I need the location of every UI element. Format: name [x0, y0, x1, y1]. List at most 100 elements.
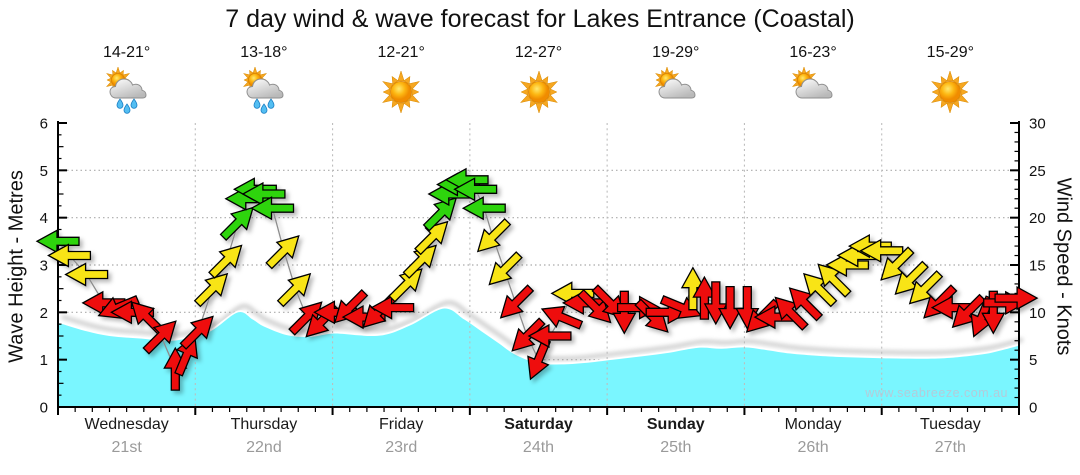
day-header-tuesday: 15-29°	[890, 44, 1010, 119]
day-name-label: Saturday	[504, 416, 573, 433]
wind-arrow-red	[774, 296, 809, 331]
wind-arrow-red	[718, 285, 743, 330]
wind-arrow-red	[179, 315, 214, 350]
left-axis-tick-label: 3	[40, 258, 48, 275]
axes	[57, 121, 1020, 415]
wind-arrow-red	[577, 289, 612, 324]
wind-arrow-yellow	[64, 262, 109, 287]
wind-arrow-yellow	[276, 272, 312, 308]
wind-arrow-yellow	[265, 234, 300, 270]
left-axis-tick-label: 5	[40, 163, 48, 180]
day-name-label: Wednesday	[84, 416, 169, 433]
wind-arrow-green	[453, 177, 498, 202]
left-axis-tick-label: 2	[40, 305, 48, 322]
wind-arrow-green	[35, 229, 80, 254]
wind-arrow-green	[461, 196, 506, 221]
wind-arrow-yellow	[47, 243, 92, 268]
right-axis-tick-label: 25	[1029, 163, 1046, 180]
wind-arrow-red	[659, 295, 703, 319]
day-header-sunday: 19-29°	[616, 44, 736, 119]
wind-arrow-yellow	[680, 266, 705, 311]
right-axis-title: Wind Speed - Knots	[1052, 177, 1075, 356]
temperature-range: 12-27°	[514, 44, 563, 61]
temperature-range: 15-29°	[926, 44, 974, 61]
wind-arrow-red	[81, 290, 126, 315]
wind-arrow-red	[788, 287, 824, 322]
wind-arrow-red	[951, 293, 987, 329]
right-axis-tick-label: 10	[1029, 305, 1046, 322]
left-axis-tick-label: 6	[40, 116, 48, 133]
wind-arrow-yellow	[193, 272, 229, 308]
wind-arrow-yellow	[388, 268, 423, 303]
day-date-label: 23rd	[385, 439, 418, 456]
right-axis-tick-label: 5	[1029, 352, 1037, 369]
day-date-label: 22nd	[246, 439, 282, 456]
temperature-range: 16-23°	[789, 44, 837, 61]
temperature-range: 14-21°	[102, 44, 151, 61]
wave-area	[58, 308, 1019, 407]
day-name-label: Tuesday	[919, 416, 981, 433]
weather-icon-sunny	[931, 70, 970, 114]
wind-arrow-yellow	[859, 238, 904, 263]
wind-arrow-yellow	[908, 270, 944, 305]
temperature-range: 13-18°	[240, 44, 288, 61]
right-axis-tick-label: 30	[1029, 116, 1046, 133]
day-name-label: Friday	[378, 416, 424, 433]
temperature-range: 19-29°	[652, 44, 700, 61]
watermark: www.seabreeze.com.au	[865, 386, 1008, 400]
wind-arrow-yellow	[488, 251, 523, 286]
left-axis-tick-label: 4	[40, 210, 48, 227]
wind-arrow-red	[981, 290, 1006, 335]
wind-arrow-yellow	[825, 252, 870, 278]
day-date-label: 27th	[934, 439, 966, 456]
wind-arrow-green	[250, 196, 295, 221]
wind-arrow-yellow	[402, 244, 438, 279]
day-header-monday: 16-23°	[753, 44, 873, 119]
left-axis-tick-label: 0	[40, 400, 48, 417]
wind-arrow-red	[174, 334, 199, 377]
wind-arrow-red	[527, 323, 572, 349]
wind-arrow-red	[370, 295, 415, 320]
day-date-label: 26th	[797, 439, 829, 456]
wind-arrow-red	[142, 320, 177, 355]
weather-icon-sun-showers	[242, 66, 284, 114]
left-axis-tick-label: 1	[40, 352, 48, 369]
day-header-wednesday: 14-21°	[67, 44, 187, 119]
weather-icon-partly-cloudy	[792, 66, 833, 99]
day-name-label: Sunday	[646, 416, 705, 433]
wind-arrow-yellow	[476, 218, 512, 253]
wind-arrow-yellow	[880, 246, 915, 281]
wind-arrow-red	[511, 317, 546, 352]
wind-arrow-green	[241, 181, 286, 207]
weather-icon-sunny	[519, 70, 558, 114]
wave-shadow	[61, 300, 1024, 361]
wind-arrow-yellow	[414, 220, 449, 256]
wind-arrow-yellow	[208, 244, 243, 279]
wind-arrow-red	[994, 286, 1039, 311]
day-date-label: 21st	[111, 439, 142, 456]
left-axis-title: Wave Height - Metres	[5, 170, 28, 363]
day-name-label: Thursday	[230, 416, 298, 433]
day-name-label: Monday	[784, 416, 842, 433]
day-header-saturday: 12-27°	[479, 44, 599, 119]
wind-arrow-red	[499, 284, 535, 319]
temperature-range: 12-21°	[377, 44, 425, 61]
day-date-label: 24th	[522, 439, 555, 456]
wind-arrow-yellow	[817, 263, 852, 298]
right-axis-tick-label: 15	[1029, 258, 1046, 275]
day-header-friday: 12-21°	[341, 44, 461, 119]
wind-arrow-green	[219, 206, 255, 241]
chart-title: 7 day wind & wave forecast for Lakes Ent…	[225, 5, 855, 33]
wind-arrow-red	[540, 305, 584, 330]
weather-icon-partly-cloudy	[654, 66, 696, 99]
weather-icon-sunny	[382, 70, 421, 114]
weather-icon-sun-showers	[105, 66, 147, 114]
wind-arrow-yellow	[894, 260, 929, 296]
wind-arrow-green	[422, 197, 458, 232]
wind-arrow-red	[692, 275, 717, 320]
wind-arrow-red	[612, 290, 637, 335]
wind-series	[35, 167, 1039, 391]
right-axis-tick-label: 0	[1029, 400, 1037, 417]
